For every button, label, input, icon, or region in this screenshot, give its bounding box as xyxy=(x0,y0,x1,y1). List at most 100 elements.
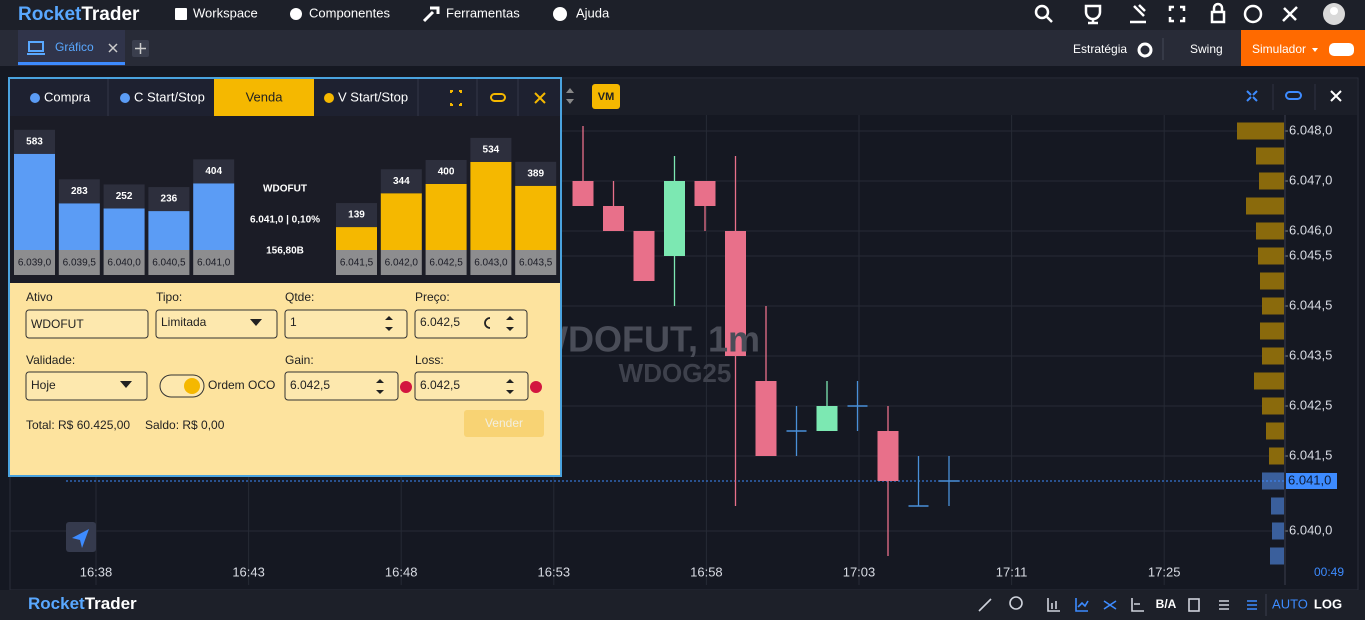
y-tick-label: 6.048,0 xyxy=(1289,122,1332,137)
validade-select[interactable] xyxy=(25,371,148,401)
volume-bar xyxy=(1262,472,1284,490)
spinner[interactable] xyxy=(376,379,384,394)
spinner[interactable] xyxy=(506,379,514,394)
volume-bar xyxy=(1262,297,1284,315)
price-box xyxy=(380,250,422,275)
tab-label[interactable]: Gráfico xyxy=(55,40,94,54)
last-price-label: 6.041,0 xyxy=(1288,472,1331,487)
qty-box xyxy=(515,161,557,186)
tab-underline xyxy=(18,62,125,65)
menu-icon xyxy=(290,8,302,20)
toolbar-arrows[interactable] xyxy=(566,88,574,104)
qty-box xyxy=(148,187,190,212)
panel-tab[interactable]: Compra xyxy=(44,89,91,104)
trophy-icon[interactable] xyxy=(1084,4,1102,25)
auto-toggle[interactable]: AUTO xyxy=(1272,596,1308,611)
submit-button[interactable] xyxy=(464,410,544,437)
ruler-icon[interactable] xyxy=(978,598,992,612)
tab-bar xyxy=(0,30,1365,66)
select-caret xyxy=(250,319,262,326)
link-icon[interactable] xyxy=(1285,91,1302,100)
spinner[interactable] xyxy=(506,316,514,331)
collapse-icon[interactable] xyxy=(1246,90,1258,102)
qtde-input[interactable] xyxy=(284,309,408,339)
candle-body xyxy=(633,231,655,281)
brand[interactable]: RocketTrader xyxy=(18,4,140,25)
tab[interactable] xyxy=(18,30,125,66)
axis-icon[interactable] xyxy=(1131,598,1144,612)
volume-bar xyxy=(1266,422,1284,440)
volume-bar xyxy=(1237,122,1284,140)
caret xyxy=(1312,48,1318,52)
expand-icon[interactable] xyxy=(450,90,462,106)
menu-item[interactable]: Workspace xyxy=(193,5,258,20)
book-bar xyxy=(470,161,512,250)
menu-icon xyxy=(175,8,187,20)
tools-icon[interactable] xyxy=(1282,6,1298,22)
refresh-icon[interactable] xyxy=(484,317,491,329)
close-icon[interactable] xyxy=(534,92,546,104)
menu-icon xyxy=(422,6,440,23)
x-tick-label: 17:03 xyxy=(843,564,876,579)
strategy-label[interactable]: Estratégia xyxy=(1073,42,1127,56)
brand-part: Rocket xyxy=(18,4,82,25)
lock-icon[interactable] xyxy=(1210,10,1226,24)
search-icon[interactable] xyxy=(1034,4,1050,20)
zoom-icon[interactable] xyxy=(1009,596,1023,610)
ativo-input[interactable] xyxy=(25,309,149,339)
active-tab[interactable] xyxy=(214,79,314,116)
tab-close[interactable] xyxy=(108,43,118,53)
list-icon[interactable] xyxy=(1219,600,1229,610)
field-label: Gain: xyxy=(285,353,314,367)
volume-bar xyxy=(1256,222,1284,240)
book-icon[interactable] xyxy=(1188,598,1200,612)
ba-toggle[interactable]: B/A xyxy=(1156,597,1177,611)
menu-item[interactable]: Ajuda xyxy=(576,5,610,20)
price-label: 6.041,0 xyxy=(197,258,231,269)
spinner[interactable] xyxy=(385,316,393,331)
qty-box xyxy=(58,179,100,204)
price-label: 6.039,5 xyxy=(63,258,97,269)
preco-input[interactable] xyxy=(414,309,528,339)
book-bar xyxy=(336,227,377,250)
qty-box xyxy=(14,129,55,154)
qty-label: 534 xyxy=(483,145,500,156)
gear-icon[interactable] xyxy=(1137,42,1153,58)
candle-body xyxy=(816,406,838,431)
avatar-head xyxy=(1330,7,1338,15)
swing-label[interactable]: Swing xyxy=(1190,42,1223,56)
price-label: 6.042,0 xyxy=(385,258,419,269)
gain-input[interactable] xyxy=(284,371,399,401)
tab-separators xyxy=(107,79,519,116)
close-icon[interactable] xyxy=(1330,90,1342,102)
tipo-select[interactable] xyxy=(155,309,278,339)
vm-badge[interactable] xyxy=(592,84,620,109)
info-dot[interactable] xyxy=(400,381,412,393)
submit-label: Vender xyxy=(485,416,523,430)
list-icon[interactable] xyxy=(1247,600,1257,610)
info-dot[interactable] xyxy=(530,381,542,393)
gavel-icon[interactable] xyxy=(1130,4,1146,24)
log-toggle[interactable]: LOG xyxy=(1314,596,1342,611)
y-tick-label: 6.046,0 xyxy=(1289,222,1332,237)
brand-part: Trader xyxy=(81,4,140,25)
menu-item[interactable]: Ferramentas xyxy=(446,5,520,20)
y-tick-label: 6.041,5 xyxy=(1289,447,1332,462)
loss-input[interactable] xyxy=(414,371,529,401)
book-bar xyxy=(58,203,100,250)
line-icon[interactable] xyxy=(1075,598,1089,612)
watermark: WDOFUT, 1m xyxy=(534,319,760,360)
panel-tab[interactable]: Venda xyxy=(246,89,284,104)
volume-bar xyxy=(1269,447,1284,465)
whatsapp-icon[interactable] xyxy=(1243,4,1263,24)
menu-item[interactable]: Componentes xyxy=(309,5,390,20)
link-icon[interactable] xyxy=(490,93,506,102)
qty-box xyxy=(193,159,235,184)
bars-icon[interactable] xyxy=(1047,598,1060,612)
fullscreen-icon[interactable] xyxy=(1168,5,1186,23)
brand-part: Rocket xyxy=(28,594,85,613)
panel-tab[interactable]: V Start/Stop xyxy=(338,89,408,104)
scatter-icon[interactable] xyxy=(1103,600,1117,610)
panel-tab[interactable]: C Start/Stop xyxy=(134,89,205,104)
simulator-label: Simulador xyxy=(1252,42,1306,56)
